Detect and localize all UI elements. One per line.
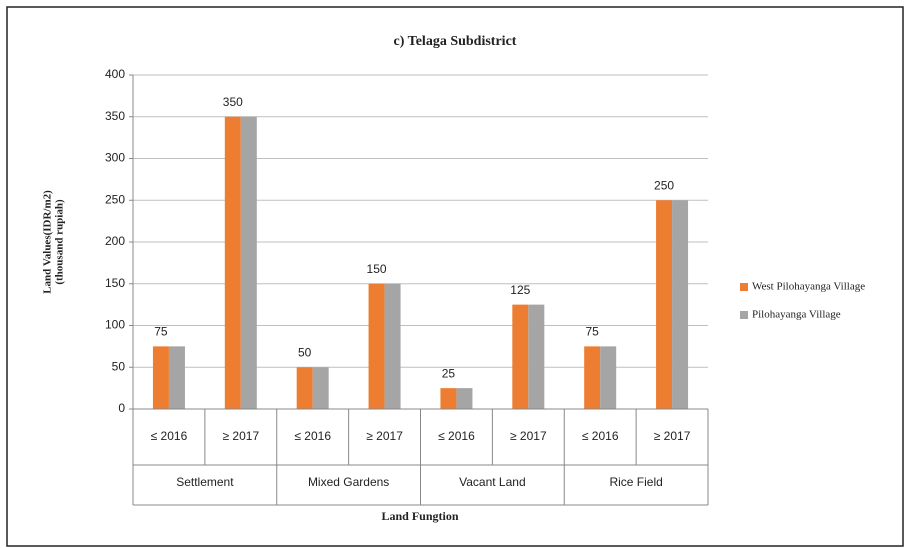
y-tick-label: 300 [105, 151, 125, 165]
frame [6, 6, 904, 547]
bar [456, 388, 473, 409]
data-label: 350 [223, 95, 243, 109]
bar [384, 283, 401, 409]
data-label: 75 [154, 325, 168, 339]
data-label: 25 [442, 366, 456, 380]
group-label: Vacant Land [459, 475, 526, 489]
bar [240, 116, 257, 409]
bar [152, 346, 169, 409]
legend-label: Pilohayanga Village [752, 309, 841, 321]
x-tick-label: ≤ 2016 [438, 429, 475, 443]
bar [368, 283, 385, 409]
bar [584, 346, 601, 409]
legend-label: West Pilohayanga Village [752, 281, 865, 293]
y-tick-label: 50 [112, 359, 126, 373]
x-tick-label: ≥ 2017 [654, 429, 691, 443]
x-tick-label: ≤ 2016 [151, 429, 188, 443]
y-tick-label: 200 [105, 234, 125, 248]
legend-swatch [740, 311, 748, 319]
bar [528, 304, 545, 409]
bar [672, 200, 689, 409]
data-label: 150 [367, 262, 387, 276]
y-axis-label-line: (thousand rupiah) [54, 199, 66, 285]
data-label: 75 [586, 325, 600, 339]
chart-title: c) Telaga Subdistrict [394, 34, 517, 49]
data-label: 250 [654, 178, 674, 192]
bar [312, 367, 329, 409]
bar [656, 200, 673, 409]
x-tick-label: ≥ 2017 [366, 429, 403, 443]
x-axis-label: Land Fungtion [381, 509, 458, 523]
bar [512, 304, 529, 409]
y-axis-label: Land Values(IDR/m2) (thousand rupiah) [42, 190, 66, 294]
y-tick-label: 250 [105, 192, 125, 206]
legend-swatch [740, 283, 748, 291]
bar [440, 388, 457, 409]
bar [296, 367, 313, 409]
x-tick-label: ≥ 2017 [223, 429, 260, 443]
x-tick-label: ≤ 2016 [294, 429, 331, 443]
x-tick-label: ≤ 2016 [582, 429, 619, 443]
bar [168, 346, 185, 409]
y-tick-label: 0 [118, 401, 125, 415]
data-label: 50 [298, 345, 312, 359]
x-tick-label: ≥ 2017 [510, 429, 547, 443]
y-axis-label-line: Land Values(IDR/m2) [42, 190, 54, 294]
y-tick-label: 400 [105, 67, 125, 81]
y-tick-label: 100 [105, 318, 125, 332]
bar [600, 346, 617, 409]
data-label: 125 [510, 283, 530, 297]
y-tick-label: 350 [105, 109, 125, 123]
bar [224, 116, 241, 409]
group-label: Mixed Gardens [308, 475, 389, 489]
group-label: Settlement [176, 475, 234, 489]
y-tick-label: 150 [105, 276, 125, 290]
group-label: Rice Field [609, 475, 662, 489]
